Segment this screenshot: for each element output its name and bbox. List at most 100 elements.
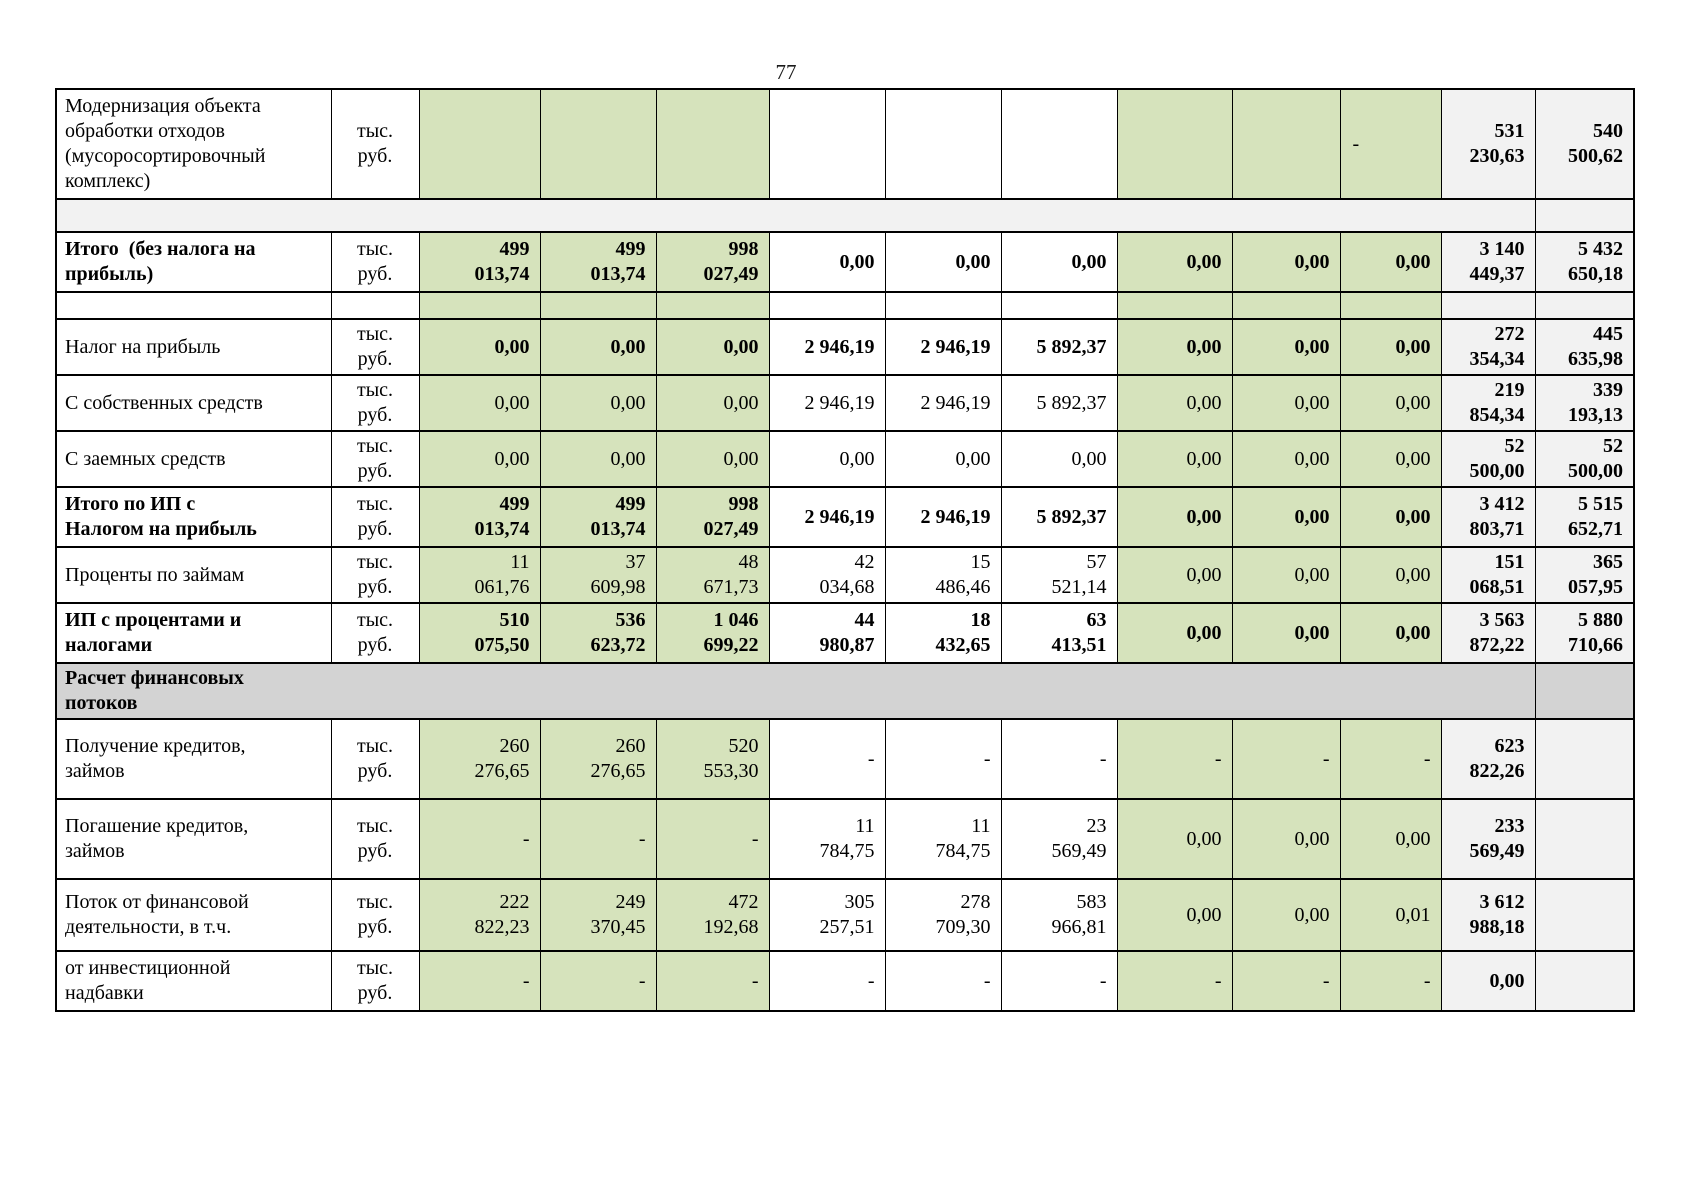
value-cell: 233 569,49	[1440, 798, 1536, 880]
spacer-cell	[1534, 198, 1635, 233]
value-cell: 2 946,19	[884, 318, 1002, 376]
row-label-cell: от инвестиционной надбавки	[55, 950, 332, 1012]
value-cell: 2 946,19	[884, 486, 1002, 548]
value-cell: 510 075,50	[418, 602, 541, 664]
row-label-cell: ИП с процентами и налогами	[55, 602, 332, 664]
unit-cell: тыс. руб.	[330, 878, 420, 952]
value-cell: 0,00	[1116, 374, 1233, 432]
value-cell: -	[1116, 718, 1233, 800]
financial-table-body: Модернизация объекта обработки отходов (…	[55, 88, 1635, 1012]
value-cell: 0,00	[1440, 950, 1536, 1012]
row-label-cell: Итого по ИП с Налогом на прибыль	[55, 486, 332, 548]
value-cell: -	[768, 950, 886, 1012]
unit-cell: тыс. руб.	[330, 231, 420, 293]
table-row: С собственных средств тыс. руб. 0,00 0,00 0,…	[55, 374, 1635, 432]
unit-cell: тыс. руб.	[330, 950, 420, 1012]
value-cell	[768, 89, 886, 200]
unit-cell: тыс. руб.	[330, 486, 420, 548]
value-cell: -	[1339, 718, 1442, 800]
value-cell: 151 068,51	[1440, 546, 1536, 604]
value-cell: 278 709,30	[884, 878, 1002, 952]
value-cell	[1231, 88, 1341, 200]
spacer-cell	[768, 291, 886, 320]
section-header-cell	[1534, 662, 1635, 720]
table-row: С заемных средств тыс. руб. 0,00 0,00 0,00 0,…	[55, 430, 1635, 488]
value-cell	[418, 88, 541, 200]
table-row: Итого по ИП с Налогом на прибыль тыс. руб…	[55, 486, 1635, 548]
value-cell: 0,00	[539, 430, 657, 488]
section-header-row: Расчет финансовых потоков	[55, 662, 1635, 720]
value-cell: -	[418, 950, 541, 1012]
value-cell: 52 500,00	[1534, 430, 1635, 488]
spacer-cell	[55, 291, 332, 320]
value-cell: -	[655, 950, 770, 1012]
unit-cell: тыс. руб.	[330, 374, 420, 432]
value-cell: 0,00	[1116, 430, 1233, 488]
value-cell: -	[1339, 88, 1442, 200]
value-cell: 0,00	[1231, 878, 1341, 952]
unit-cell: тыс. руб.	[330, 430, 420, 488]
unit-cell: тыс. руб.	[330, 546, 420, 604]
value-cell: -	[884, 950, 1002, 1012]
value-cell: 3 140 449,37	[1440, 231, 1536, 293]
value-cell: -	[1339, 950, 1442, 1012]
unit-cell: тыс. руб.	[330, 602, 420, 664]
value-cell: -	[539, 950, 657, 1012]
value-cell: 2 946,19	[768, 486, 886, 548]
value-cell: 5 892,37	[1000, 318, 1118, 376]
value-cell: 272 354,34	[1440, 318, 1536, 376]
value-cell: 0,00	[655, 374, 770, 432]
table-row: ИП с процентами и налогами тыс. руб. 510 0…	[55, 602, 1635, 664]
spacer-cell	[55, 198, 1536, 233]
page-number: 77	[775, 60, 797, 84]
value-cell: 3 563 872,22	[1440, 602, 1536, 664]
value-cell: 0,00	[1231, 318, 1341, 376]
value-cell: 0,00	[1000, 231, 1118, 293]
value-cell: 5 892,37	[1000, 374, 1118, 432]
value-cell: 5 432 650,18	[1534, 231, 1635, 293]
row-label-cell: Модернизация объекта обработки отходов (…	[55, 88, 332, 200]
value-cell: 11 784,75	[768, 798, 886, 880]
table-row: от инвестиционной надбавки тыс. руб. - - - - -…	[55, 950, 1635, 1012]
value-cell: 0,00	[1231, 602, 1341, 664]
value-cell: 0,00	[1231, 231, 1341, 293]
value-cell: 499 013,74	[418, 486, 541, 548]
row-label-cell: Получение кредитов, займов	[55, 718, 332, 800]
value-cell: 0,00	[418, 430, 541, 488]
value-cell	[1000, 89, 1118, 200]
value-cell	[1534, 798, 1635, 880]
value-cell: 5 515 652,71	[1534, 486, 1635, 548]
value-cell: 11 061,76	[418, 546, 541, 604]
value-cell: 3 612 988,18	[1440, 878, 1536, 952]
table-row: Налог на прибыль тыс. руб. 0,00 0,00 0,00 2 9…	[55, 318, 1635, 376]
value-cell: -	[1000, 950, 1118, 1012]
value-cell: 0,00	[1231, 546, 1341, 604]
value-cell: 0,00	[1339, 430, 1442, 488]
table-row: Проценты по займам тыс. руб. 11 061,76 37 6…	[55, 546, 1635, 604]
value-cell: -	[418, 798, 541, 880]
value-cell: -	[768, 718, 886, 800]
value-cell: 0,00	[1339, 486, 1442, 548]
financial-table: Модернизация объекта обработки отходов (…	[55, 88, 1635, 1012]
value-cell: 0,00	[884, 430, 1002, 488]
value-cell: 0,00	[1339, 374, 1442, 432]
value-cell: 0,00	[539, 318, 657, 376]
table-row: Итого (без налога на прибыль) тыс. руб. 49…	[55, 231, 1635, 293]
value-cell: -	[1000, 718, 1118, 800]
spacer-cell	[1534, 291, 1635, 320]
value-cell: 37 609,98	[539, 546, 657, 604]
value-cell: 0,00	[418, 318, 541, 376]
spacer-cell	[1339, 291, 1442, 320]
spacer-cell	[330, 291, 420, 320]
spacer-cell	[1231, 291, 1341, 320]
value-cell: 0,00	[1339, 798, 1442, 880]
unit-cell: тыс. руб.	[330, 798, 420, 880]
table-row: Получение кредитов, займов тыс. руб. 260 2…	[55, 718, 1635, 800]
spacer-cell	[1116, 291, 1233, 320]
value-cell: 2 946,19	[768, 318, 886, 376]
value-cell: 472 192,68	[655, 878, 770, 952]
value-cell: 0,00	[1339, 602, 1442, 664]
value-cell: 998 027,49	[655, 486, 770, 548]
row-label-cell: Налог на прибыль	[55, 318, 332, 376]
value-cell	[884, 89, 1002, 200]
